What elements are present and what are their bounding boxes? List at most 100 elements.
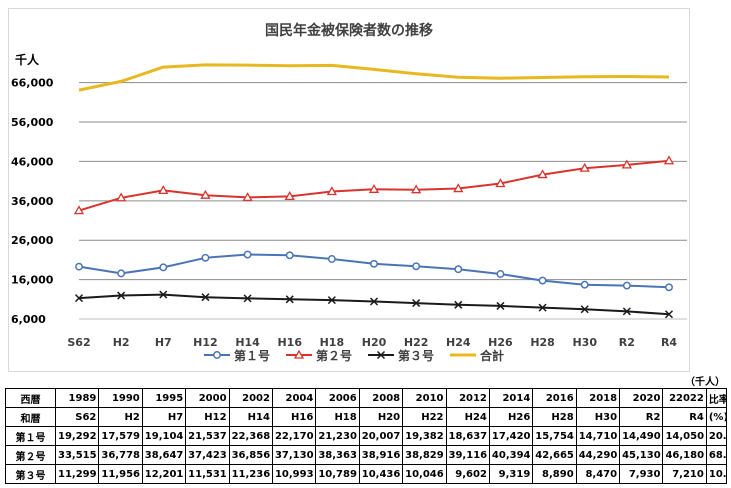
data-point-marker [293, 349, 305, 359]
table-cell: 38,916 [358, 445, 404, 465]
y-tick-label: 56,000 [11, 116, 54, 129]
table-cell: 11,531 [185, 464, 230, 484]
table-cell-ratio: 比率 [705, 388, 727, 408]
table-cell: 1995 [141, 388, 187, 408]
table-cell: R4 [662, 407, 707, 427]
data-point-marker [412, 262, 421, 271]
series-group [73, 155, 675, 215]
data-point-marker [369, 297, 379, 306]
table-cell: 19,382 [402, 426, 447, 446]
legend-item: 第２号 [286, 348, 352, 363]
data-point-marker [538, 303, 547, 312]
table-cell: 21,230 [315, 426, 360, 446]
data-point-marker [158, 185, 169, 195]
marker-stroke [376, 350, 386, 360]
table-cell: 10,046 [402, 464, 447, 484]
table-row: 第３号 11,299 11,956 12,201 11,531 11,236 10,993 1… [5, 464, 727, 484]
data-point-marker [243, 294, 252, 303]
data-point-marker [285, 295, 294, 304]
marker-stroke [74, 294, 84, 303]
y-tick-label: 26,000 [11, 234, 54, 247]
x-tick-label: H18 [320, 336, 345, 349]
table-cell: 2020 [619, 388, 664, 408]
x-tick-label: H28 [530, 336, 555, 349]
table-row: 和暦 S62 H2 H7 H12 H14 H16 H18 H20 H22 H24 H26 H28 H30 R… [5, 407, 727, 427]
table-cell: 37,423 [185, 445, 230, 465]
table-cell: 12,201 [141, 464, 187, 484]
table-cell: 10,436 [358, 464, 404, 484]
data-point-marker [201, 293, 210, 302]
table-cell: S62 [54, 407, 100, 427]
table-cell: 2006 [315, 388, 360, 408]
series-line [78, 63, 670, 92]
table-cell: 14,710 [575, 426, 621, 446]
x-tick-label: H2 [113, 336, 130, 349]
y-tick-label: 16,000 [11, 274, 54, 287]
marker-stroke [117, 291, 126, 300]
table-cell: 2010 [402, 388, 447, 408]
table-cell: 10,789 [315, 464, 360, 484]
data-point-marker [663, 155, 675, 165]
data-point-marker [75, 262, 83, 271]
table-row: 西暦 1989 1990 1995 2000 2002 2004 2006 2008 2010 20… [5, 388, 727, 408]
data-point-marker [496, 270, 505, 278]
x-tick-label: R4 [661, 336, 677, 349]
x-tick-label: H14 [235, 336, 260, 349]
data-table: 西暦 1989 1990 1995 2000 2002 2004 2006 2008 2010 20… [5, 388, 727, 484]
row-header: 第１号 [5, 426, 56, 446]
table-cell: 21,537 [185, 426, 230, 446]
y-tick-label: 66,000 [11, 77, 54, 90]
table-cell: 2004 [271, 388, 317, 408]
data-point-marker [580, 305, 589, 314]
table-cell: 1989 [54, 388, 100, 408]
table-cell: 15,754 [532, 426, 577, 446]
marker-stroke [580, 305, 589, 314]
table-cell: 7,930 [619, 464, 664, 484]
table-cell: 37,130 [271, 445, 317, 465]
table-cell: 38,363 [315, 445, 360, 465]
series-line [78, 293, 670, 316]
series-group [78, 63, 670, 92]
data-point-marker [201, 253, 210, 262]
series-group [75, 250, 673, 292]
table-cell: 22,170 [271, 426, 317, 446]
table-cell: 22,368 [228, 426, 273, 446]
table-cell: 9,319 [488, 464, 534, 484]
x-tick-label: H16 [277, 336, 302, 349]
table-cell: 33,515 [54, 445, 100, 465]
data-point-marker [116, 192, 127, 202]
table-row: 第１号 19,292 17,579 19,104 21,537 22,368 22,170 2… [5, 426, 727, 446]
marker-stroke [664, 310, 674, 319]
data-point-marker [213, 351, 221, 359]
data-point-marker [117, 269, 126, 278]
data-point-marker [665, 283, 673, 292]
data-point-marker [580, 280, 589, 289]
table-cell: H14 [228, 407, 273, 427]
data-point-marker [73, 205, 85, 215]
table-cell: 38,647 [141, 445, 187, 465]
table-cell-ratio: (%) [705, 407, 727, 427]
row-header: 和暦 [5, 407, 56, 427]
data-point-marker [579, 162, 590, 172]
data-point-marker [370, 259, 378, 268]
data-point-marker [622, 281, 631, 290]
table-cell: 45,130 [619, 445, 664, 465]
data-point-marker [622, 307, 631, 316]
marker-stroke [622, 307, 631, 316]
table-cell: 14,490 [619, 426, 664, 446]
marker-stroke [369, 297, 379, 306]
marker-stroke [496, 301, 505, 310]
marker-stroke [538, 303, 547, 312]
row-header: 西暦 [5, 388, 56, 408]
table-cell-ratio: 10.7 [705, 464, 727, 484]
table-cell: 17,420 [488, 426, 534, 446]
table-unit-label: （千人） [685, 377, 725, 388]
data-point-marker [117, 291, 126, 300]
legend-item: 第３号 [368, 348, 434, 363]
table-row: 第２号 33,515 36,778 38,647 37,423 36,856 37,130 3… [5, 445, 727, 465]
marker-stroke [454, 300, 463, 309]
table-cell: 9,602 [445, 464, 490, 484]
table-cell: 19,104 [141, 426, 187, 446]
data-point-marker [284, 191, 295, 201]
table-cell: 11,236 [228, 464, 273, 484]
